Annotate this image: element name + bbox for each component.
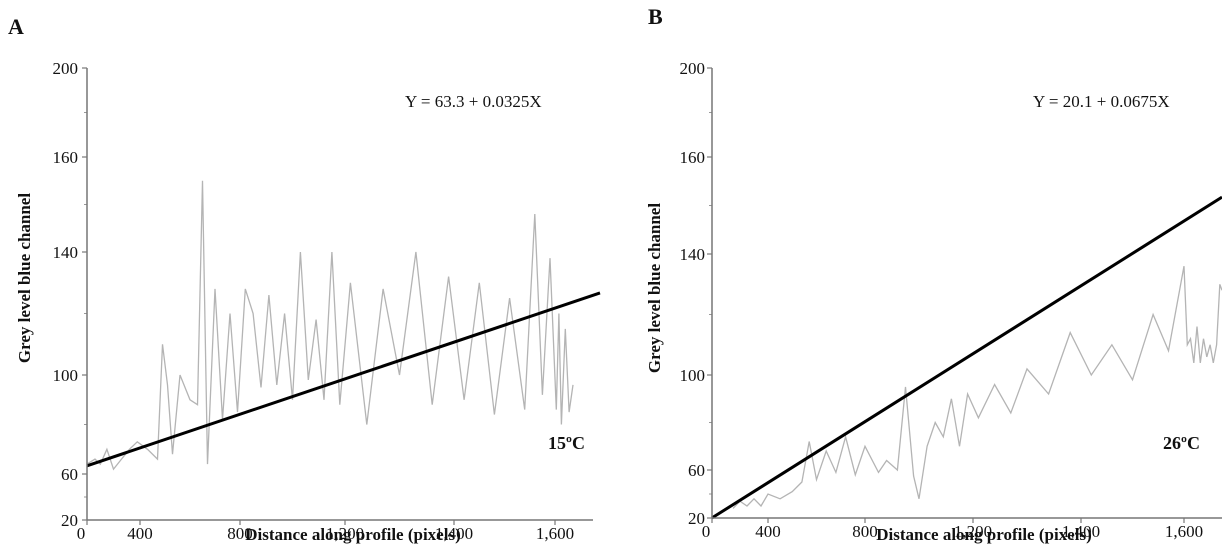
- y-tick-label-b: 100: [680, 366, 706, 385]
- y-tick-label-a: 160: [53, 148, 79, 167]
- y-tick-label-b: 160: [680, 148, 706, 167]
- temperature-label-b: 26ºC: [1163, 433, 1200, 453]
- x-tick-label-a: 400: [127, 524, 153, 543]
- regression-equation-b: Y = 20.1 + 0.0675X: [1033, 92, 1170, 111]
- panel-letter-a: A: [8, 14, 24, 39]
- x-tick-label-a: 1,600: [536, 524, 574, 543]
- chart-a-svg: A Grey level blue channel Distance along…: [8, 14, 601, 544]
- x-tick-label-a: 0: [77, 524, 86, 543]
- y-tick-label-b: 140: [680, 245, 706, 264]
- regression-line-b: [711, 195, 1222, 520]
- y-tick-label-a: 200: [53, 59, 79, 78]
- y-tick-label-b: 20: [688, 509, 705, 528]
- y-tick-label-a: 20: [61, 511, 78, 530]
- x-axis-label-b: Distance along profile (pixels): [876, 525, 1091, 544]
- chart-panel-a: A Grey level blue channel Distance along…: [0, 0, 611, 547]
- x-tick-label-b: 1,400: [1062, 522, 1100, 541]
- panel-letter-b: B: [648, 4, 663, 29]
- temperature-label-a: 15ºC: [548, 433, 585, 453]
- x-tick-label-b: 1,600: [1165, 522, 1203, 541]
- y-tick-label-a: 60: [61, 465, 78, 484]
- x-tick-label-b: 1,200: [954, 522, 992, 541]
- y-tick-label-b: 200: [680, 59, 706, 78]
- x-tick-label-b: 400: [755, 522, 781, 541]
- y-tick-label-a: 140: [53, 243, 79, 262]
- x-axis-label-a: Distance along profile (pixels): [245, 525, 460, 544]
- grey-profile-line-a: [86, 180, 574, 471]
- grey-profile-line-b: [732, 265, 1222, 509]
- x-tick-label-b: 0: [702, 522, 711, 541]
- chart-b-svg: B Grey level blue channel Distance along…: [645, 4, 1222, 544]
- x-tick-label-b: 800: [852, 522, 878, 541]
- y-tick-label-a: 100: [53, 366, 79, 385]
- x-tick-label-a: 800: [227, 524, 253, 543]
- y-tick-label-b: 60: [688, 461, 705, 480]
- y-axis-label-a: Grey level blue channel: [15, 193, 34, 363]
- y-axis-label-b: Grey level blue channel: [645, 203, 664, 373]
- regression-line-a: [86, 291, 601, 468]
- x-tick-label-a: 1,400: [435, 524, 473, 543]
- chart-panel-b: B Grey level blue channel Distance along…: [611, 0, 1222, 547]
- regression-equation-a: Y = 63.3 + 0.0325X: [405, 92, 542, 111]
- x-tick-label-a: 1,200: [326, 524, 364, 543]
